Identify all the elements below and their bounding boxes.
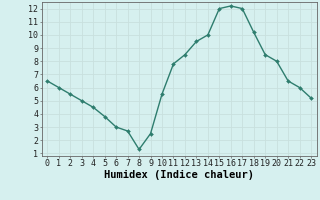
X-axis label: Humidex (Indice chaleur): Humidex (Indice chaleur) [104,170,254,180]
